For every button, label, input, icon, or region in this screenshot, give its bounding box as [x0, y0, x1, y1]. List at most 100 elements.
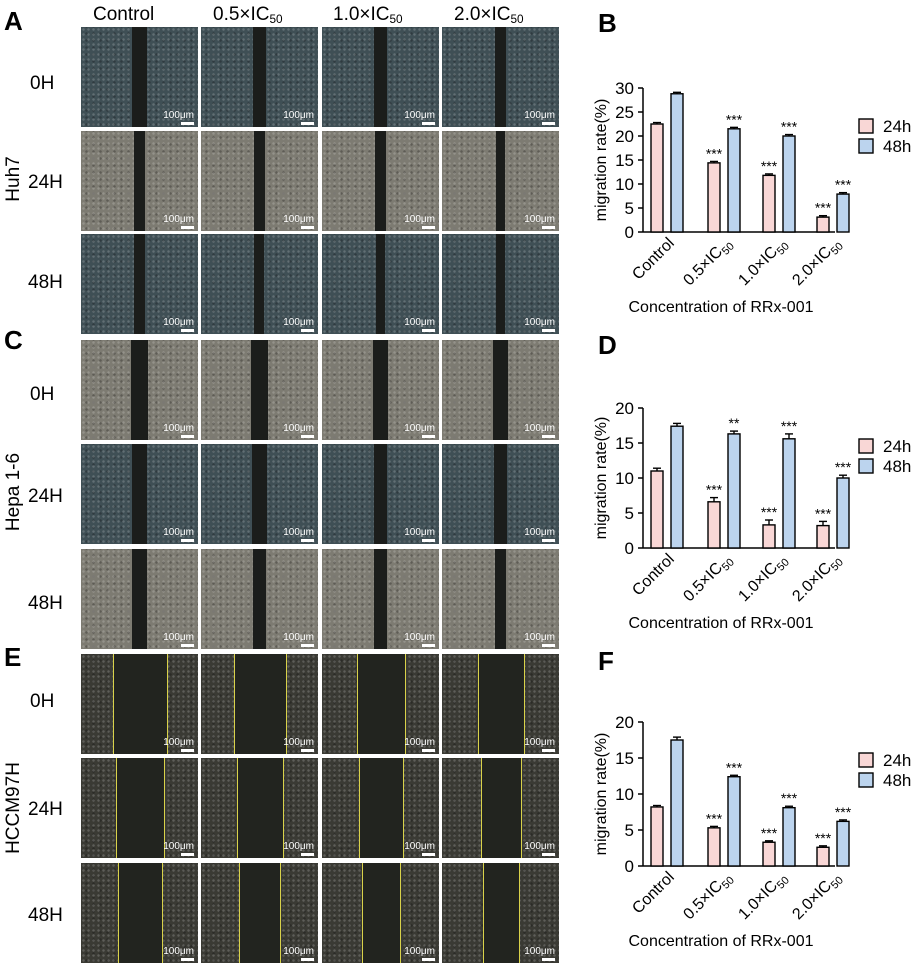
scale-bar-label: 100μm: [283, 423, 314, 434]
wound-gap: [252, 444, 267, 544]
scale-bar-label: 100μm: [163, 423, 194, 434]
wound-gap: [359, 758, 404, 858]
significance-label: ***: [815, 505, 832, 521]
micrograph-tile: 100μm: [442, 444, 559, 544]
y-tick-label: 30: [615, 79, 634, 98]
wound-gap: [130, 340, 149, 440]
scale-bar-label: 100μm: [524, 317, 555, 328]
micrograph-tile: 100μm: [201, 131, 318, 231]
significance-label: ***: [835, 177, 852, 193]
column-header-control: Control: [93, 4, 155, 25]
scale-bar: [301, 226, 314, 229]
scale-bar: [542, 958, 555, 961]
scale-bar-label: 100μm: [283, 632, 314, 643]
wound-gap: [254, 234, 265, 334]
column-header-0.5ic50: 0.5×IC50: [213, 4, 283, 26]
significance-label: ***: [726, 111, 743, 127]
x-axis-label: Concentration of RRx-001: [629, 933, 814, 950]
scale-bar-label: 100μm: [163, 946, 194, 957]
scale-bar-label: 100μm: [404, 110, 435, 121]
wound-gap: [237, 758, 284, 858]
scale-bar: [542, 226, 555, 229]
legend-label-48h: 48h: [883, 457, 911, 476]
scale-bar: [422, 644, 435, 647]
scale-bar: [301, 958, 314, 961]
wound-gap: [239, 863, 282, 963]
micrograph-tile: 100μm: [201, 340, 318, 440]
micrograph-tile: 100μm: [442, 863, 559, 963]
scale-bar-label: 100μm: [283, 737, 314, 748]
legend-swatch-24h: [858, 438, 874, 454]
y-tick-label: 5: [625, 821, 634, 840]
wound-gap: [132, 27, 147, 127]
scale-bar-label: 100μm: [163, 632, 194, 643]
micrograph-tile: 100μm: [442, 234, 559, 334]
wound-gap: [374, 549, 387, 649]
scale-bar: [181, 958, 194, 961]
scale-bar: [181, 644, 194, 647]
bar-48h: [782, 806, 796, 867]
scale-bar: [301, 644, 314, 647]
scale-bar-label: 100μm: [163, 527, 194, 538]
x-tick-label: 2.0×IC50: [789, 869, 845, 925]
scale-bar-label: 100μm: [163, 737, 194, 748]
wound-gap: [133, 131, 146, 231]
y-tick-label: 20: [615, 399, 634, 418]
micrograph-tile: 100μm: [322, 27, 439, 127]
legend-swatch-48h: [858, 138, 874, 154]
significance-label: ***: [706, 482, 723, 498]
row-label-24h: 24H: [28, 799, 63, 820]
micrograph-tile: 100μm: [442, 549, 559, 649]
legend-swatch-24h: [858, 118, 874, 134]
scale-bar: [301, 435, 314, 438]
legend-label-24h: 24h: [883, 437, 911, 456]
micrograph-tile: 100μm: [81, 340, 198, 440]
scale-bar: [422, 749, 435, 752]
significance-label: ***: [835, 804, 852, 820]
bar-24h: [707, 827, 721, 867]
scale-bar-label: 100μm: [524, 214, 555, 225]
scale-bar: [301, 749, 314, 752]
wound-gap: [482, 863, 521, 963]
panel-letter-c: C: [4, 325, 23, 355]
scale-bar-label: 100μm: [524, 946, 555, 957]
x-axis-label: Concentration of RRx-001: [629, 299, 814, 316]
scale-bar-label: 100μm: [524, 737, 555, 748]
wound-gap: [134, 234, 145, 334]
bar-24h: [650, 806, 664, 867]
wound-gap: [131, 444, 148, 544]
wound-gap: [251, 340, 268, 440]
micrograph-tile: 100μm: [322, 549, 439, 649]
wound-gap: [494, 549, 507, 649]
panel-letter-e: E: [4, 642, 22, 672]
scale-bar: [181, 122, 194, 125]
scale-bar-label: 100μm: [404, 214, 435, 225]
scale-bar-label: 100μm: [524, 632, 555, 643]
panel-letter-f: F: [598, 646, 614, 676]
scale-bar-label: 100μm: [283, 317, 314, 328]
column-header-1.0ic50: 1.0×IC50: [333, 4, 403, 26]
row-label-0h: 0H: [30, 73, 55, 94]
scale-bar-label: 100μm: [524, 110, 555, 121]
column-header-2.0ic50: 2.0×IC50: [454, 4, 524, 26]
scale-bar: [422, 435, 435, 438]
panel-letter-a: A: [4, 6, 23, 36]
legend-swatch-48h: [858, 772, 874, 788]
y-tick-label: 15: [615, 749, 634, 768]
scale-bar: [181, 853, 194, 856]
row-label-0h: 0H: [30, 384, 55, 405]
bar-48h: [670, 739, 684, 867]
micrograph-tile: 100μm: [442, 131, 559, 231]
micrograph-tile: 100μm: [442, 27, 559, 127]
wound-gap: [375, 131, 386, 231]
micrograph-tile: 100μm: [201, 27, 318, 127]
micrograph-tile: 100μm: [81, 27, 198, 127]
scale-bar-label: 100μm: [524, 841, 555, 852]
scale-bar: [422, 226, 435, 229]
micrograph-tile: 100μm: [322, 131, 439, 231]
y-tick-label: 0: [625, 857, 634, 876]
micrograph-tile: 100μm: [81, 444, 198, 544]
scale-bar-label: 100μm: [283, 841, 314, 852]
